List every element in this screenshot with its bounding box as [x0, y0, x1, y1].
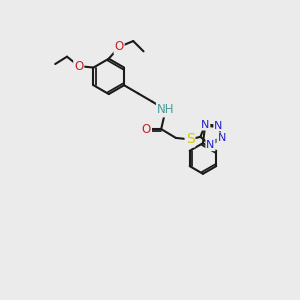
Text: O: O	[115, 40, 124, 53]
Text: N: N	[201, 120, 209, 130]
Text: O: O	[142, 123, 151, 136]
Text: S: S	[186, 132, 194, 146]
Text: N: N	[218, 133, 226, 143]
Text: O: O	[74, 60, 83, 73]
Text: N: N	[214, 121, 223, 130]
Text: NH: NH	[157, 103, 174, 116]
Text: N: N	[206, 140, 214, 150]
